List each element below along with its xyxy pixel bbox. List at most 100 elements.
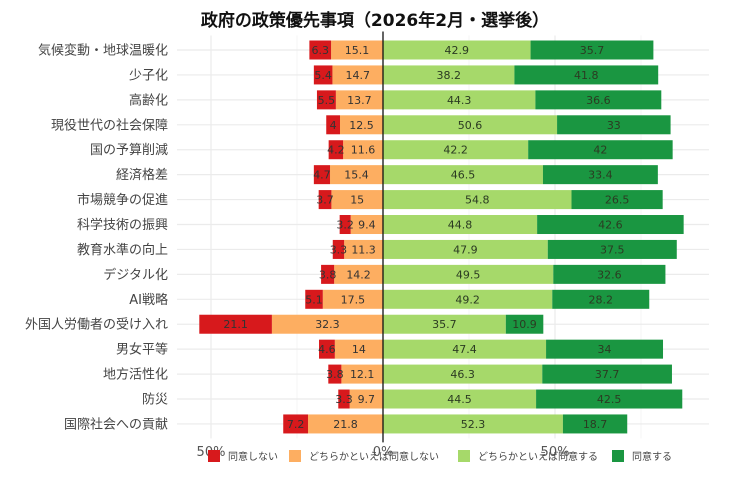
data-label: 46.3 xyxy=(450,368,475,381)
bar-segment xyxy=(383,40,531,60)
bar-segment xyxy=(553,264,666,284)
bar-segment xyxy=(383,239,548,259)
category-label: 教育水準の向上 xyxy=(77,242,168,258)
data-label: 28.2 xyxy=(589,293,614,306)
bar-segment xyxy=(313,165,331,185)
category-label: 市場競争の促進 xyxy=(77,192,168,208)
category-label: 高齢化 xyxy=(129,92,168,108)
bar-segment xyxy=(542,364,672,384)
data-label: 21.1 xyxy=(223,318,248,331)
bar-segment xyxy=(334,339,383,359)
category-label: 気候変動・地球温暖化 xyxy=(38,43,168,59)
data-label: 17.5 xyxy=(341,293,366,306)
data-label: 5.5 xyxy=(318,94,336,107)
bar-segment xyxy=(557,115,671,135)
data-label: 46.5 xyxy=(451,169,476,182)
data-label: 15.1 xyxy=(345,44,370,57)
data-label: 3.2 xyxy=(336,219,354,232)
bar-segment xyxy=(383,190,572,210)
bar-segment xyxy=(571,190,663,210)
bar-segment xyxy=(330,165,383,185)
bar-segment xyxy=(318,190,332,210)
data-label: 42.6 xyxy=(598,219,623,232)
data-label: 42.9 xyxy=(445,44,470,57)
data-label: 36.6 xyxy=(586,94,611,107)
data-label: 14.2 xyxy=(346,268,371,281)
data-label: 35.7 xyxy=(432,318,457,331)
bar-segment xyxy=(308,414,383,434)
data-label: 49.2 xyxy=(455,293,480,306)
bar-segment xyxy=(546,339,664,359)
label-layer: 気候変動・地球温暖化 15.1 6.3 42.9 35.7 少子化 14.7 5.4 38.2 4… xyxy=(25,43,629,433)
bar-segment xyxy=(332,239,345,259)
bar-segment xyxy=(326,115,340,135)
bar-segment xyxy=(334,264,383,284)
data-label: 35.7 xyxy=(580,44,605,57)
bar-segment xyxy=(319,339,335,359)
bar-segment xyxy=(343,140,383,160)
data-label: 33.4 xyxy=(588,169,613,182)
category-label: 防災 xyxy=(142,392,168,408)
category-label: 現役世代の社会保障 xyxy=(51,117,168,133)
data-label: 5.4 xyxy=(314,69,332,82)
bar-segment xyxy=(341,364,383,384)
bar-segment xyxy=(542,165,658,185)
legend-swatch xyxy=(612,450,624,462)
category-label: AI戦略 xyxy=(129,292,168,308)
bar-segment xyxy=(383,215,538,235)
data-label: 41.8 xyxy=(574,69,599,82)
bar-segment xyxy=(349,389,383,409)
data-label: 18.7 xyxy=(583,418,608,431)
legend: 同意しない どちらかといえば同意しない どちらかといえば同意する 同意する xyxy=(208,450,672,463)
data-label: 37.7 xyxy=(595,368,620,381)
data-label: 3.3 xyxy=(330,243,348,256)
bar-segment xyxy=(331,40,383,60)
bar-segment xyxy=(514,65,659,85)
bar-segment xyxy=(530,40,654,60)
data-label: 15.4 xyxy=(344,169,369,182)
data-label: 3.8 xyxy=(326,368,344,381)
data-label: 42 xyxy=(593,144,607,157)
bar-segment xyxy=(383,314,506,334)
bar-segment xyxy=(383,339,547,359)
bar-segment xyxy=(350,215,383,235)
data-label: 11.6 xyxy=(351,144,376,157)
data-label: 4.2 xyxy=(327,144,345,157)
bar-segment xyxy=(344,239,383,259)
bar-segment xyxy=(383,140,529,160)
chart-title: 政府の政策優先事項（2026年2月・選挙後） xyxy=(200,11,550,31)
data-label: 7.2 xyxy=(287,418,305,431)
data-label: 34 xyxy=(598,343,612,356)
data-label: 33 xyxy=(607,119,621,132)
data-label: 11.3 xyxy=(351,243,376,256)
bar-segment xyxy=(536,389,683,409)
category-label: 男女平等 xyxy=(116,342,168,358)
legend-swatch xyxy=(208,450,220,462)
data-label: 5.1 xyxy=(305,293,323,306)
bar-layer xyxy=(199,40,684,434)
data-label: 21.8 xyxy=(333,418,358,431)
data-label: 44.8 xyxy=(448,219,473,232)
legend-label: 同意しない xyxy=(228,450,278,463)
bar-segment xyxy=(309,40,332,60)
data-label: 4.6 xyxy=(318,343,336,356)
data-label: 37.5 xyxy=(600,243,625,256)
bar-segment xyxy=(199,314,272,334)
bar-segment xyxy=(340,115,383,135)
data-label: 15 xyxy=(350,194,364,207)
data-label: 14.7 xyxy=(345,69,370,82)
data-label: 50.6 xyxy=(458,119,483,132)
bar-segment xyxy=(505,314,544,334)
data-label: 52.3 xyxy=(461,418,486,431)
category-label: 少子化 xyxy=(129,68,168,83)
bar-segment xyxy=(383,115,558,135)
bar-segment xyxy=(316,90,336,110)
category-label: 経済格差 xyxy=(116,167,168,183)
bar-segment xyxy=(383,90,536,110)
data-label: 4 xyxy=(330,119,337,132)
legend-swatch xyxy=(458,450,470,462)
bar-segment xyxy=(321,264,335,284)
bar-segment xyxy=(313,65,333,85)
data-label: 44.3 xyxy=(447,94,472,107)
